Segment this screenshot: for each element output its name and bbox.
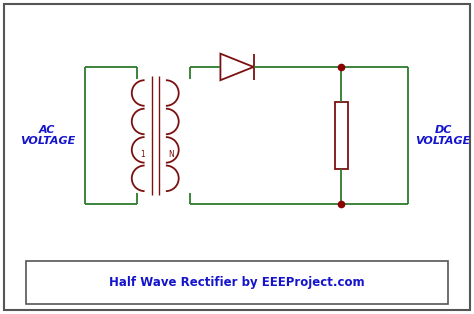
- Text: Half Wave Rectifier by EEEProject.com: Half Wave Rectifier by EEEProject.com: [109, 276, 365, 289]
- Text: 1: 1: [140, 150, 145, 159]
- Bar: [26, 261, 448, 304]
- Text: DC
VOLTAGE: DC VOLTAGE: [416, 125, 471, 146]
- Text: AC
VOLTAGE: AC VOLTAGE: [20, 125, 75, 146]
- Text: N: N: [168, 150, 173, 159]
- Bar: [335, 102, 348, 169]
